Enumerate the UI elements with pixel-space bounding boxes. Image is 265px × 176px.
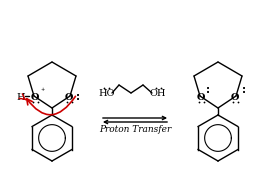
Text: $^+$: $^+$ <box>39 88 45 94</box>
Text: :: : <box>76 92 80 102</box>
Text: O: O <box>31 93 39 102</box>
Text: Proton Transfer: Proton Transfer <box>99 125 171 134</box>
Text: O: O <box>65 93 73 102</box>
Text: HO: HO <box>99 90 115 99</box>
Text: :: : <box>206 85 210 95</box>
Text: :: : <box>242 85 246 95</box>
Text: O: O <box>231 93 239 102</box>
Text: H: H <box>17 93 25 102</box>
Text: O: O <box>197 93 205 102</box>
Text: OH: OH <box>150 90 166 99</box>
